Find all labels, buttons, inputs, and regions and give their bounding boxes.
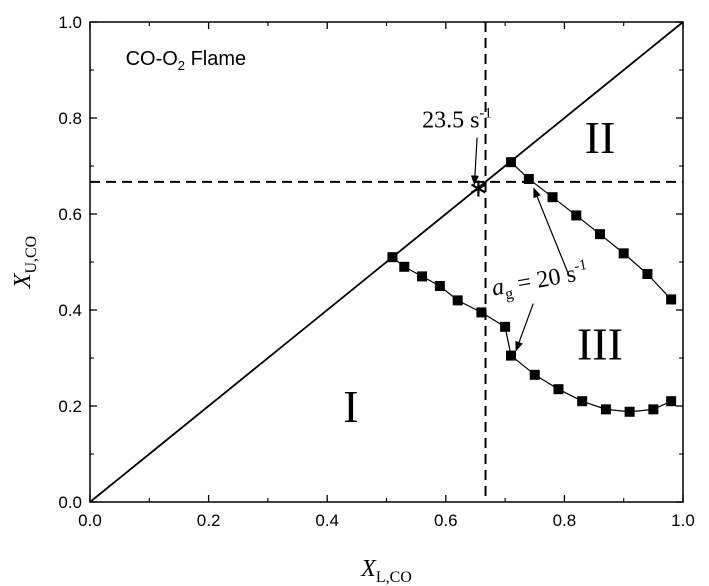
data-point [387,252,398,263]
x-tick-label: 0.0 [78,511,102,530]
data-point [523,173,534,184]
data-point [594,229,605,240]
data-point [577,396,588,407]
data-point [553,384,564,395]
data-point [506,157,517,168]
data-point [648,404,659,415]
data-point [666,396,677,407]
y-axis-title: XU,CO [10,236,40,289]
y-tick-label: 0.6 [58,205,82,224]
y-tick-label: 0.8 [58,109,82,128]
data-point [500,321,511,332]
data-point [624,406,635,417]
data-point [642,269,653,279]
data-point [618,248,629,259]
x-tick-label: 0.8 [553,511,577,530]
x-tick-label: 1.0 [671,511,695,530]
x-tick-label: 0.6 [434,511,458,530]
plot-area: 0.0 0.2 0.4 0.6 0.8 1.0 0.0 0.2 0.4 0.6 0.8 1.0 XL,C… [10,13,695,586]
data-point [476,307,487,318]
panel-label: CO-O2 Flame [126,48,247,73]
data-point [434,281,445,291]
data-point [506,350,517,361]
region-label: III [577,319,623,370]
region-label: I [343,381,358,432]
x-tick-label: 0.4 [315,511,339,530]
x-tick-label: 0.2 [197,511,221,530]
x-axis-title: XL,CO [360,556,412,586]
star-point-stroke [470,183,486,194]
annotation-arrow [533,187,569,274]
diagonal-line [89,21,684,503]
region-label: II [585,112,616,163]
data-point [399,261,410,272]
data-point [529,369,540,380]
annotation-arrow [515,303,534,352]
annotation-strain-rate: ag = 20 s-1 [489,257,590,305]
data-point [571,210,582,221]
data-point [600,404,611,415]
y-tick-label: 0.0 [58,493,82,512]
data-point [452,295,463,306]
data-point [417,271,428,282]
annotation-arrow [470,137,479,186]
y-tick-label: 0.4 [58,301,82,320]
data-point [547,192,558,203]
annotation-critical-strain: 23.5 s-1 [422,106,492,134]
y-tick-label: 0.2 [58,397,82,416]
y-tick-label: 1.0 [58,13,82,32]
data-point [666,294,677,305]
